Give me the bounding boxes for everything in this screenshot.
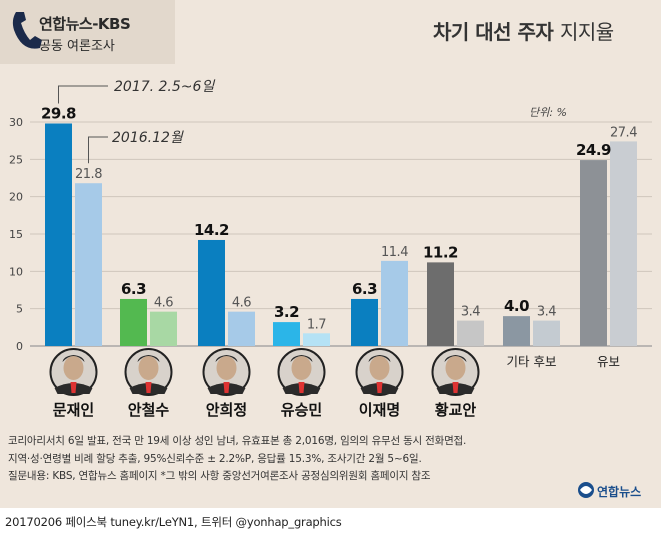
category-label: 기타 후보 (507, 354, 557, 369)
legend-leader (88, 136, 108, 164)
legend: 2017. 2.5~6일 2016.12월 단위: % (58, 79, 567, 164)
value-label: 6.3 (352, 280, 377, 298)
bar (120, 298, 147, 346)
portrait-icon (49, 348, 98, 396)
legend-leader (58, 85, 108, 104)
y-tick-label: 20 (9, 191, 23, 204)
category-label: 유보 (597, 354, 620, 369)
portrait-icon (431, 348, 480, 396)
unit-label: 단위: % (529, 106, 567, 119)
value-label: 3.4 (537, 305, 556, 320)
bar (228, 311, 255, 346)
source-line1: 연합뉴스-KBS (39, 15, 131, 33)
value-label: 3.2 (274, 303, 299, 321)
bar (381, 260, 408, 346)
value-label: 21.8 (75, 167, 102, 182)
y-tick-label: 25 (9, 153, 23, 166)
category-label: 문재인 (53, 401, 94, 419)
portrait-icon (124, 348, 173, 396)
y-tick-label: 15 (9, 228, 23, 241)
portraits (49, 348, 480, 396)
category-label: 이재명 (359, 401, 400, 419)
value-label: 14.2 (194, 221, 229, 239)
value-label: 6.3 (121, 280, 146, 298)
value-label: 1.7 (307, 317, 326, 332)
bar (427, 262, 454, 346)
footnote-line: 코리아리서치 6일 발표, 전국 만 19세 이상 성인 남녀, 유효표본 총 … (8, 435, 467, 447)
value-labels: 29.8 21.8 6.3 4.6 14.2 4.6 3.2 1.7 6.3 11.4 11.2 3.… (41, 104, 638, 332)
source-line2: 공동 여론조사 (39, 39, 115, 54)
category-label: 황교안 (435, 401, 477, 419)
y-tick-label: 30 (9, 116, 23, 129)
legend-label-2017: 2017. 2.5~6일 (114, 79, 215, 95)
value-label: 11.2 (423, 243, 458, 261)
bar (303, 333, 330, 346)
footnotes: 코리아리서치 6일 발표, 전국 만 19세 이상 성인 남녀, 유효표본 총 … (8, 433, 466, 486)
footnote-line: 지역·성·연령별 비례 할당 추출, 95%신뢰수준 ± 2.2%P, 응답률 … (8, 452, 422, 465)
bar (75, 183, 102, 346)
value-label: 24.9 (576, 141, 611, 159)
bar (150, 311, 177, 346)
category-label: 안희정 (206, 401, 247, 419)
chart-title-suffix: 지지율 (560, 20, 614, 44)
y-tick-label: 0 (16, 340, 23, 353)
portrait-icon (202, 348, 251, 396)
caption: 20170206 페이스북 tuney.kr/LeYN1, 트위터 @yonha… (5, 515, 342, 529)
bar (45, 123, 72, 346)
bar (457, 320, 484, 346)
category-label: 안철수 (128, 401, 170, 419)
legend-label-2016: 2016.12월 (112, 130, 184, 146)
y-tick-label: 10 (9, 265, 23, 278)
x-axis-labels: 문재인 안철수 안희정 유승민 이재명 황교안 기타 후보 유보 (53, 354, 620, 419)
phone-icon (12, 12, 42, 49)
chart-title: 차기 대선 주자 (433, 20, 554, 44)
bar (610, 141, 637, 346)
portrait-icon (355, 348, 404, 396)
bar (273, 322, 300, 346)
value-label: 27.4 (610, 125, 637, 140)
value-label: 4.6 (154, 296, 173, 311)
footnote-line: 질문내용: KBS, 연합뉴스 홈페이지 *그 밖의 사항 중앙선거여론조사 공… (8, 470, 431, 482)
portrait-icon (277, 348, 326, 396)
y-axis-ticks: 0 5 10 15 20 25 30 (9, 116, 23, 353)
bar (351, 298, 378, 346)
bars (45, 123, 637, 346)
bar (503, 316, 530, 346)
bar (580, 160, 607, 346)
bar (198, 239, 225, 346)
value-label: 29.8 (41, 104, 76, 122)
y-tick-label: 5 (16, 303, 23, 316)
source-header (0, 0, 175, 64)
value-label: 3.4 (461, 305, 480, 320)
value-label: 4.0 (504, 297, 529, 315)
value-label: 4.6 (232, 296, 251, 311)
bar (533, 320, 560, 346)
value-label: 11.4 (381, 245, 408, 260)
infographic-panel (0, 0, 661, 508)
chart: 0 5 10 15 20 25 30 29.8 21.8 6.3 4.6 14.2 4.6 3.2 1.7… (9, 12, 652, 498)
category-label: 유승민 (281, 401, 322, 419)
yonhap-logo-text: 연합뉴스 (597, 485, 642, 499)
yonhap-logo-icon (578, 482, 594, 498)
